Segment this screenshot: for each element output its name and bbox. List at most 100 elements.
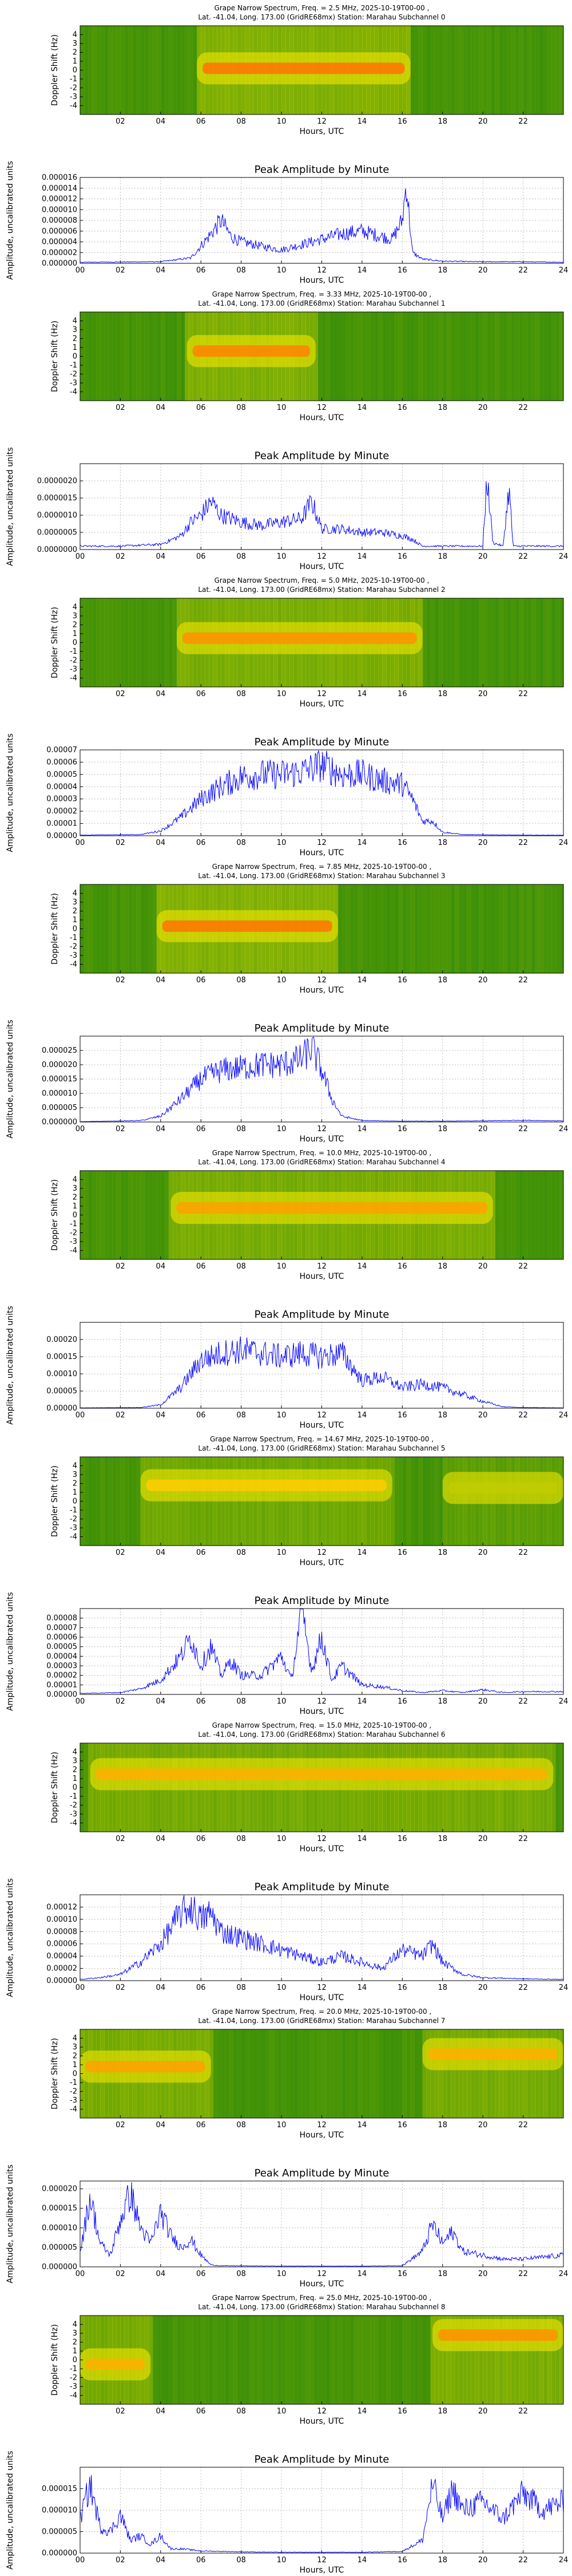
spectrogram-column [511,2029,516,2118]
spectrogram-column [479,2316,483,2404]
spectrogram-column [555,2316,560,2404]
x-tick-label: 14 [357,690,367,698]
spectrogram-column [495,312,499,401]
spectrogram-column [301,2316,306,2404]
spectrogram-column [511,598,516,687]
signal-band-core-0 [86,2358,145,2370]
spectrogram-column [547,1171,552,1259]
spectrogram-column [479,2029,483,2118]
spectrogram-column [345,2029,351,2118]
spectrogram-column [467,312,471,401]
spectrogram-column [357,2029,363,2118]
y-tick-label: 0.000000 [42,1118,77,1127]
spectrogram-column [555,2029,560,2118]
y-tick-label: 0.00001 [46,820,77,828]
x-tick-label: 16 [398,1548,407,1557]
x-tick-label: 04 [156,1697,166,1706]
spectrogram-column [426,1457,431,1546]
x-tick-label: 20 [478,976,488,985]
spectrogram-column [390,884,395,973]
y-tick-label: 0.0000000 [37,546,77,554]
spectrogram-column [535,2029,540,2118]
spectrogram-column [559,884,564,973]
y-axis-label: Doppler Shift (Hz) [50,2324,59,2396]
x-tick-label: 10 [277,1125,287,1133]
x-tick-label: 04 [156,117,166,126]
x-tick-label: 16 [398,266,407,275]
x-tick-label: 20 [478,1984,488,1992]
x-tick-label: 08 [236,2407,246,2416]
x-tick-label: 24 [559,2270,569,2278]
spectrogram-column [559,2316,564,2404]
spectrogram-column [124,1171,129,1259]
spectrogram-column [378,884,383,973]
y-tick-label: 0.0000015 [37,494,77,503]
spectrogram-column [374,312,379,401]
spectrogram-title-line1: Grape Narrow Spectrum, Freq. = 2.5 MHz, … [214,4,430,12]
spectrogram-column [349,2316,355,2404]
y-tick-label: -4 [70,2392,77,2400]
spectrogram-column [257,2029,262,2118]
spectrogram-column [112,884,117,973]
spectrogram-column [285,2316,290,2404]
y-tick-label: 4 [73,1462,77,1471]
spectrogram-column [309,2029,314,2118]
x-tick-label: 06 [196,1411,206,1420]
spectrogram-column [140,1457,145,1546]
x-tick-label: 16 [398,1262,407,1271]
spectrogram-column [495,2316,499,2404]
x-tick-label: 22 [518,839,528,847]
y-tick-label: -3 [70,1524,77,1532]
y-tick-label: 0 [73,2356,77,2365]
x-tick-label: 06 [196,1125,206,1133]
y-tick-label: 2 [73,2052,77,2061]
spectrogram-column [88,1743,93,1832]
spectrogram-column [144,884,149,973]
spectrogram-column [543,1171,548,1259]
spectrogram-column [495,598,499,687]
spectrogram-column [132,598,137,687]
spectrogram-column [454,2316,459,2404]
plot-frame [80,2467,564,2554]
spectrogram-column [487,2316,491,2404]
spectrogram-column [483,884,487,973]
y-tick-label: -4 [70,674,77,683]
y-axis-label: Amplitude, uncalibrated units [6,1020,15,1139]
spectrogram-column [144,1171,149,1259]
x-tick-label: 08 [236,1835,246,1843]
spectrogram-column [84,26,89,114]
spectrogram-column [313,312,318,401]
spectrogram-column [92,598,97,687]
spectrogram-column [144,312,149,401]
spectrogram-column [333,2316,339,2404]
spectrogram-column [313,2029,318,2118]
spectrogram-column [362,884,367,973]
x-tick-label: 14 [357,1125,367,1133]
spectrogram-column [237,2316,242,2404]
x-axis-label: Hours, UTC [300,1993,344,2002]
amplitude-title: Peak Amplitude by Minute [255,2453,390,2466]
spectrogram-column [173,598,177,687]
y-axis-label: Amplitude, uncalibrated units [6,1592,15,1711]
amplitude-series-line [80,1336,564,1409]
y-tick-label: 0.000006 [42,227,77,236]
spectrogram-column [471,884,475,973]
amplitude-series-line [80,2182,564,2267]
spectrogram-column [273,2316,278,2404]
spectrogram-column [442,26,447,114]
y-tick-label: 3 [73,612,77,621]
x-tick-label: 06 [196,1697,206,1706]
spectrogram-column [241,2316,246,2404]
amplitude-plot-4: Peak Amplitude by Minute 00 02 04 06 08 10 12 14… [6,1306,568,1430]
spectrogram-column [442,2029,447,2118]
y-tick-label: 3 [73,39,77,48]
x-tick-label: 16 [398,1984,407,1992]
spectrogram-column [269,2316,274,2404]
y-tick-label: -1 [70,75,77,84]
y-tick-label: 3 [73,2043,77,2052]
x-tick-label: 10 [277,2270,287,2278]
spectrogram-column [341,2029,347,2118]
spectrogram-column [148,884,153,973]
spectrogram-column [458,2029,463,2118]
spectrogram-column [422,312,427,401]
